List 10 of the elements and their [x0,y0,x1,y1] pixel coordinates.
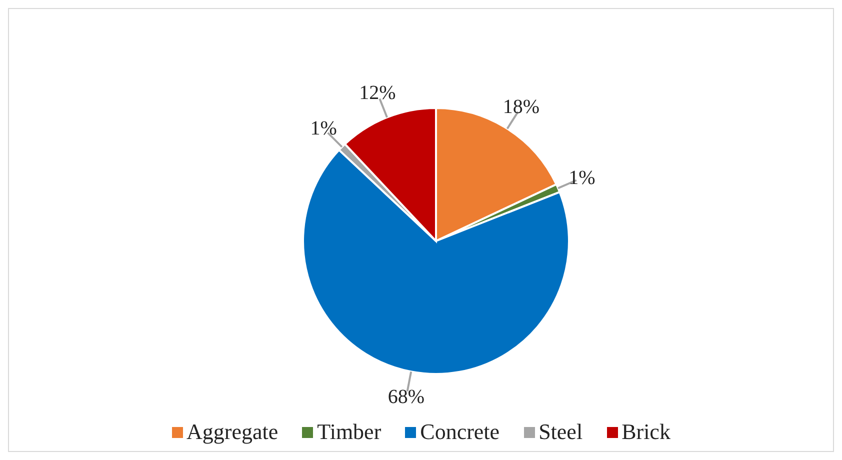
legend-label: Steel [538,419,583,445]
data-label: 68% [388,386,425,408]
data-label: 1% [568,166,596,189]
data-label: 18% [502,96,540,118]
data-label: 1% [310,118,337,140]
legend-label: Timber [316,419,382,445]
legend-label: Aggregate [186,419,278,445]
legend-label: Concrete [419,419,500,445]
data-label: 12% [359,82,396,104]
legend-label: Brick [620,419,670,445]
